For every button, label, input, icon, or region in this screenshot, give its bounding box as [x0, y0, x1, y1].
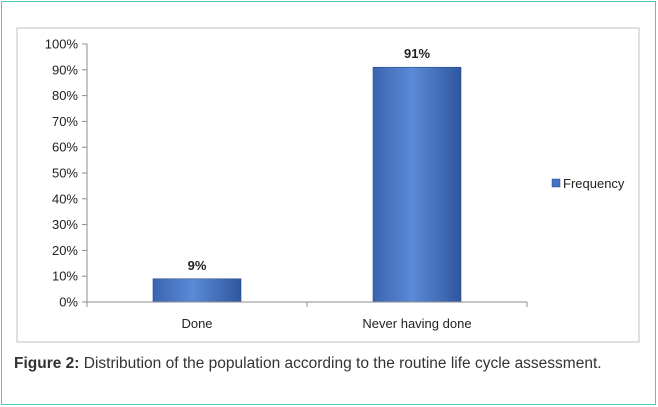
y-tick-label: 20%	[52, 243, 78, 258]
y-tick-label: 80%	[52, 88, 78, 103]
data-label: 91%	[404, 46, 430, 61]
caption-label: Figure 2:	[14, 355, 80, 372]
legend: Frequency	[551, 176, 625, 191]
legend-swatch	[551, 178, 561, 188]
bar	[152, 278, 242, 303]
bars: 9% 91%	[152, 46, 462, 303]
chart-area-border	[16, 27, 640, 343]
figure-caption: Figure 2: Distribution of the population…	[14, 354, 646, 373]
y-tick-label: 90%	[52, 62, 78, 77]
y-tick-label: 0%	[59, 295, 78, 310]
y-tick-label: 60%	[52, 140, 78, 155]
bar	[372, 66, 462, 303]
legend-label: Frequency	[563, 176, 625, 191]
data-label: 9%	[188, 258, 207, 273]
y-axis: 0% 10% 20% 30% 40% 50% 60% 70% 80% 90% 100%	[45, 37, 88, 310]
y-tick-label: 30%	[52, 217, 78, 232]
caption-text: Distribution of the population according…	[79, 355, 602, 372]
y-tick-label: 40%	[52, 191, 78, 206]
y-tick-label: 100%	[45, 37, 79, 52]
x-category-label: Done	[181, 316, 212, 331]
x-category-label: Never having done	[362, 316, 471, 331]
x-axis: Done Never having done	[86, 301, 528, 331]
y-tick-label: 10%	[52, 269, 78, 284]
y-tick-label: 50%	[52, 166, 78, 181]
y-tick-label: 70%	[52, 114, 78, 129]
chart: 0%10%20%30%40%50%60%70%80%90%100% 9%91% …	[16, 27, 640, 343]
